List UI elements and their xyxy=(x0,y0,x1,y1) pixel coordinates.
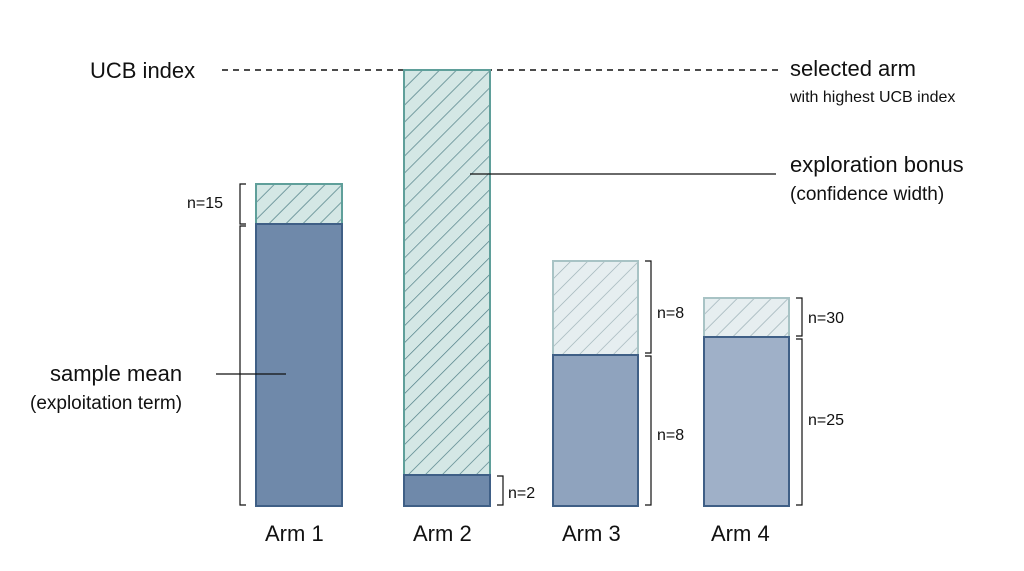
arm-4-bonus-bracket xyxy=(796,297,803,337)
arm-3-label: Arm 3 xyxy=(562,521,621,546)
exploration-bonus-subtitle: (confidence width) xyxy=(790,184,944,205)
arm-3-mean-n-label: n=8 xyxy=(657,427,684,444)
arm-3-mean-bracket xyxy=(645,355,652,506)
arm-4-mean-bracket xyxy=(796,338,803,506)
arm-2-mean-n-label: n=2 xyxy=(508,485,535,502)
arm-4-mean-n-label: n=25 xyxy=(808,412,844,429)
arm-4-label: Arm 4 xyxy=(711,521,770,546)
selected-arm-subtitle: with highest UCB index xyxy=(789,89,955,106)
arm-1-bonus-bracket xyxy=(239,183,246,225)
arm-1-bar xyxy=(255,183,343,507)
arm-1-label: Arm 1 xyxy=(265,521,324,546)
arm-2-label: Arm 2 xyxy=(413,521,472,546)
arm-2-mean-bracket xyxy=(497,475,504,506)
ucb-index-label: UCB index xyxy=(90,58,195,83)
arm-3-bar xyxy=(552,260,639,507)
arm-4-bonus-n-label: n=30 xyxy=(808,310,844,327)
arm-2-mean-segment xyxy=(403,474,491,507)
arm-3-mean-segment xyxy=(552,354,639,507)
arm-1-bonus-n-label-text: n=15 xyxy=(187,195,223,212)
selected-arm-title: selected arm xyxy=(790,56,916,81)
arm-3-bonus-n-label: n=8 xyxy=(657,305,684,322)
arm-4-bonus-segment xyxy=(703,297,790,338)
arm-1-mean-bracket xyxy=(239,225,246,506)
arm-4-bar xyxy=(703,297,790,507)
arm-1-bonus-segment xyxy=(255,183,343,225)
arm-2-bonus-segment xyxy=(403,69,491,476)
arm-3-bonus-segment xyxy=(552,260,639,356)
sample-mean-title: sample mean xyxy=(50,361,182,386)
arm-1-mean-segment xyxy=(255,223,343,507)
arm-3-bonus-bracket xyxy=(645,260,652,354)
exploration-bonus-title: exploration bonus xyxy=(790,152,964,177)
sample-mean-subtitle: (exploitation term) xyxy=(30,393,182,414)
arm-2-bar xyxy=(403,69,491,507)
arm-4-mean-segment xyxy=(703,336,790,507)
